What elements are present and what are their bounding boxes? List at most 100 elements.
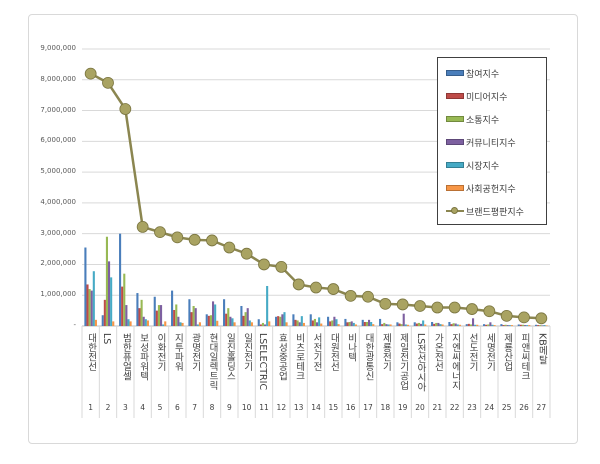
bar-커뮤니티지수-범한퓨얼셀 [125, 305, 128, 326]
x-category-label: LS [101, 333, 112, 345]
x-rank-label: 4 [140, 403, 146, 412]
bar-시장지수-효성중공업 [283, 312, 286, 326]
bar-사회공헌지수-서전기전 [320, 323, 323, 326]
bar-사회공헌지수-제룡전기 [389, 324, 392, 326]
bar-사회공헌지수-효성중공업 [285, 322, 288, 326]
bar-시장지수-서전기전 [318, 317, 321, 326]
marker-피앤씨테크 [518, 311, 530, 324]
x-category-label: KB메탈 [536, 333, 548, 365]
x-rank-label: 24 [484, 403, 495, 412]
bar-시장지수-범한퓨얼셀 [127, 319, 130, 326]
bar-소통지수-제룡산업 [504, 324, 507, 326]
bar-커뮤니티지수-보성파워텍 [142, 316, 145, 326]
x-rank-label: 7 [192, 403, 198, 412]
x-rank-label: 17 [363, 403, 373, 412]
x-rank-label: 21 [432, 403, 443, 412]
bar-미디어지수-세명전기 [485, 324, 488, 326]
bar-커뮤니티지수-대한광통신 [368, 319, 371, 326]
bar-커뮤니티지수-LS전선아시아 [420, 323, 423, 326]
x-category-label: 범한퓨얼셀 [120, 333, 132, 381]
marker-제일전기공업 [396, 298, 409, 311]
x-category-label: 보성파워텍 [137, 333, 149, 381]
bar-시장지수-제일전기공업 [404, 324, 407, 326]
bar-참여지수-대한광통신 [361, 319, 364, 326]
x-category-label: 일진전기 [241, 333, 253, 371]
bar-참여지수-세명전기 [483, 324, 486, 326]
legend-swatch-icon [446, 116, 464, 122]
bar-소통지수-LS [105, 236, 108, 326]
x-category-label: LSELECTRIC [257, 333, 268, 391]
bar-미디어지수-제룡전기 [381, 324, 384, 326]
bar-미디어지수-일진전기 [242, 315, 245, 326]
bar-사회공헌지수-피앤씨테크 [528, 325, 531, 326]
bar-사회공헌지수-LS전선아시아 [424, 324, 427, 326]
x-category-label: LS전선아시아 [415, 333, 426, 392]
bar-사회공헌지수-대한전선 [94, 319, 97, 326]
bar-시장지수-KB메탈 [543, 325, 546, 326]
bar-소통지수-대원전선 [331, 320, 334, 326]
marker-범한퓨얼셀 [119, 103, 132, 115]
bar-커뮤니티지수-비츠로테크 [298, 322, 301, 326]
bar-참여지수-현대일렉트릭 [205, 314, 208, 326]
bar-시장지수-이화전기 [162, 324, 165, 326]
bar-소통지수-서전기전 [313, 318, 316, 326]
legend-swatch-icon [446, 162, 464, 168]
x-category-label: 지엔씨에너지 [449, 333, 461, 390]
bar-참여지수-LS전선아시아 [413, 322, 416, 326]
bar-시장지수-가온전선 [439, 324, 442, 326]
x-rank-label: 23 [467, 403, 477, 412]
bar-소통지수-비츠로테크 [296, 320, 299, 326]
bar-커뮤니티지수-가온전선 [437, 322, 440, 326]
x-category-label: 제일전기공업 [397, 333, 409, 390]
legend-label: 참여지수 [466, 69, 500, 80]
bar-참여지수-지투파워 [171, 290, 174, 326]
x-rank-label: 2 [105, 403, 111, 412]
bar-커뮤니티지수-선도전기 [472, 318, 475, 326]
legend-item: 미디어지수 [446, 89, 507, 103]
marker-LS [102, 76, 114, 89]
bar-소통지수-제룡전기 [383, 322, 386, 326]
bar-참여지수-선도전기 [465, 324, 468, 326]
x-category-label: 비나텍 [345, 333, 357, 362]
bar-미디어지수-피앤씨테크 [519, 324, 522, 326]
bar-시장지수-대한전선 [92, 271, 95, 326]
bar-사회공헌지수-LS [112, 321, 115, 326]
bar-소통지수-일진전기 [244, 312, 247, 326]
x-category-label: 광명전기 [189, 333, 201, 371]
marker-효성중공업 [275, 261, 288, 273]
legend-swatch-icon [446, 185, 464, 191]
x-rank-label: 26 [519, 403, 529, 412]
legend: 참여지수 미디어지수 소통지수 커뮤니티지수 시장지수 사회공헌지수 브랜드평판지수 [437, 57, 547, 225]
bar-커뮤니티지수-지투파워 [177, 316, 180, 326]
bar-커뮤니티지수-LSELECTRIC [264, 324, 267, 326]
bar-커뮤니티지수-광명전기 [194, 308, 197, 326]
bar-시장지수-대한광통신 [370, 321, 373, 326]
bar-시장지수-지엔씨에너지 [456, 324, 459, 326]
bar-시장지수-비츠로테크 [300, 316, 303, 326]
bar-소통지수-제일전기공업 [400, 324, 403, 326]
bar-참여지수-LSELECTRIC [257, 319, 260, 326]
bar-커뮤니티지수-대한전선 [90, 290, 93, 326]
bar-사회공헌지수-제룡산업 [510, 325, 513, 326]
x-rank-label: 15 [328, 403, 339, 412]
bar-사회공헌지수-현대일렉트릭 [216, 320, 219, 326]
legend-item: 브랜드평판지수 [446, 204, 524, 218]
x-rank-label: 13 [293, 403, 304, 412]
bar-미디어지수-서전기전 [311, 320, 314, 326]
bar-커뮤니티지수-대원전선 [333, 316, 336, 326]
legend-item: 커뮤니티지수 [446, 135, 516, 149]
bar-사회공헌지수-보성파워텍 [146, 320, 149, 326]
x-category-label: 서전기전 [311, 333, 322, 371]
bar-소통지수-대한광통신 [365, 321, 368, 326]
bar-사회공헌지수-LSELECTRIC [268, 321, 271, 326]
bar-소통지수-광명전기 [192, 305, 195, 326]
marker-현대일렉트릭 [206, 234, 218, 247]
bar-참여지수-LS [101, 315, 104, 326]
bar-소통지수-비나텍 [348, 321, 351, 326]
bar-미디어지수-비나텍 [346, 322, 349, 326]
y-tick-label: 7,000,000 [40, 105, 76, 114]
marker-일진전기 [240, 247, 253, 260]
x-rank-label: 19 [397, 403, 408, 412]
bar-사회공헌지수-일진전기 [250, 322, 253, 326]
bar-사회공헌지수-제일전기공업 [406, 324, 409, 326]
